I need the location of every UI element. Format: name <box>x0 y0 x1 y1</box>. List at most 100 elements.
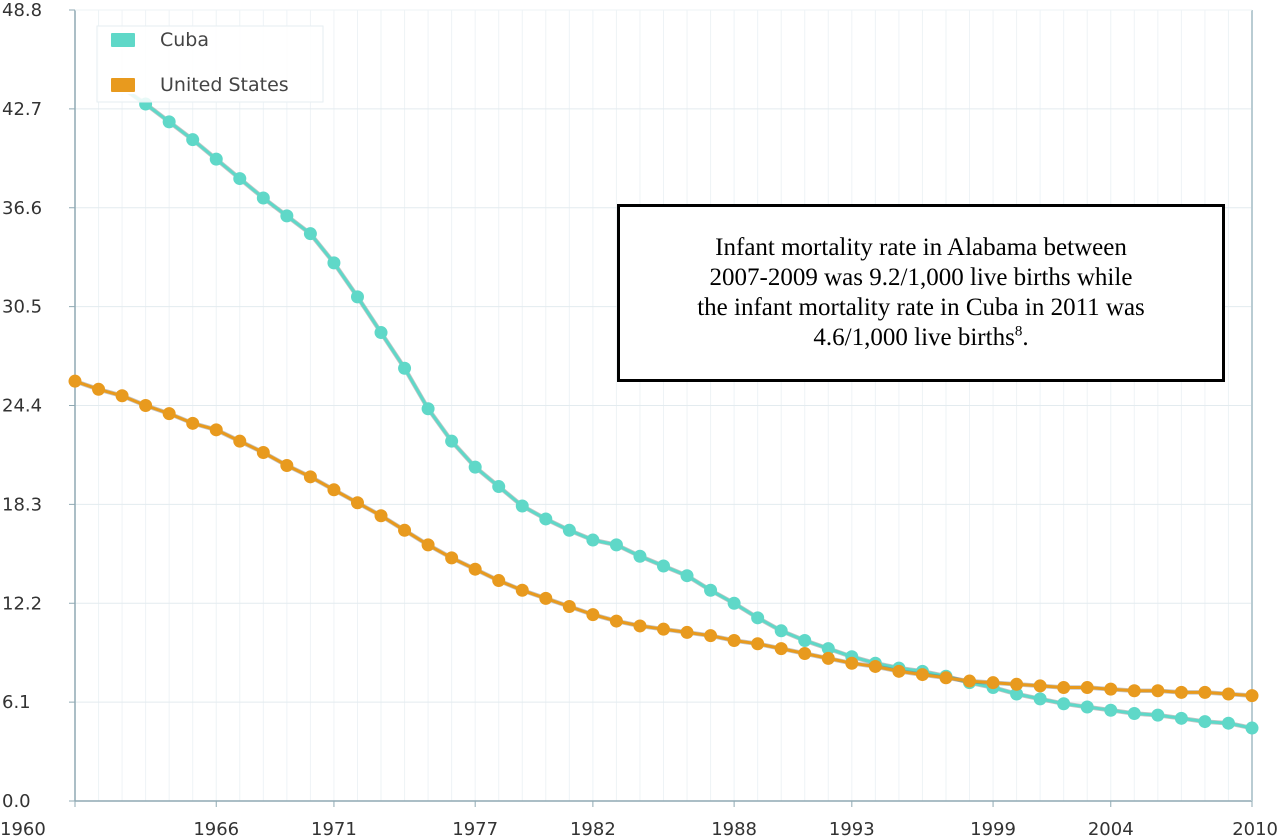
data-point-cuba[interactable] <box>1080 700 1094 714</box>
data-point-united-states[interactable] <box>398 523 412 537</box>
data-point-united-states[interactable] <box>727 634 741 648</box>
data-point-united-states[interactable] <box>963 674 977 688</box>
data-point-cuba[interactable] <box>209 152 223 166</box>
data-point-united-states[interactable] <box>609 614 623 628</box>
data-point-cuba[interactable] <box>350 290 364 304</box>
data-point-cuba[interactable] <box>586 533 600 547</box>
data-point-cuba[interactable] <box>1127 706 1141 720</box>
data-point-cuba[interactable] <box>1221 716 1235 730</box>
data-point-cuba[interactable] <box>1033 692 1047 706</box>
data-point-cuba[interactable] <box>398 361 412 375</box>
data-point-cuba[interactable] <box>1104 703 1118 717</box>
data-point-cuba[interactable] <box>539 512 553 526</box>
data-point-united-states[interactable] <box>303 470 317 484</box>
data-point-united-states[interactable] <box>915 668 929 682</box>
data-point-united-states[interactable] <box>821 651 835 665</box>
data-point-united-states[interactable] <box>1245 689 1259 703</box>
data-point-united-states[interactable] <box>115 389 129 403</box>
data-point-cuba[interactable] <box>821 642 835 656</box>
data-point-united-states[interactable] <box>657 622 670 636</box>
data-point-cuba[interactable] <box>562 523 576 537</box>
data-point-united-states[interactable] <box>562 599 576 613</box>
data-point-cuba[interactable] <box>186 133 200 147</box>
data-point-cuba[interactable] <box>633 549 647 563</box>
legend-swatch-cuba[interactable] <box>109 31 137 49</box>
data-point-united-states[interactable] <box>186 416 200 430</box>
data-point-cuba[interactable] <box>1057 697 1071 711</box>
data-point-united-states[interactable] <box>280 458 294 472</box>
data-point-united-states[interactable] <box>68 374 82 388</box>
data-point-united-states[interactable] <box>845 656 859 670</box>
y-tick-label: 42.7 <box>2 99 42 120</box>
data-point-cuba[interactable] <box>327 256 341 270</box>
data-point-united-states[interactable] <box>986 676 1000 690</box>
data-point-united-states[interactable] <box>515 583 529 597</box>
data-point-united-states[interactable] <box>162 407 176 421</box>
data-point-united-states[interactable] <box>209 423 223 437</box>
data-point-cuba[interactable] <box>303 227 317 241</box>
data-point-cuba[interactable] <box>1151 708 1165 722</box>
data-point-united-states[interactable] <box>92 382 106 396</box>
y-tick-label: 18.3 <box>2 494 42 515</box>
data-point-cuba[interactable] <box>515 499 529 513</box>
legend-label-cuba[interactable]: Cuba <box>160 29 209 51</box>
data-point-united-states[interactable] <box>1057 681 1071 695</box>
data-point-cuba[interactable] <box>657 559 670 573</box>
data-point-cuba[interactable] <box>1174 711 1188 725</box>
data-point-united-states[interactable] <box>868 659 882 673</box>
data-point-united-states[interactable] <box>468 562 482 576</box>
data-point-cuba[interactable] <box>1010 687 1024 701</box>
data-point-united-states[interactable] <box>1080 681 1094 695</box>
data-point-cuba[interactable] <box>727 596 741 610</box>
data-point-united-states[interactable] <box>139 399 153 412</box>
data-point-united-states[interactable] <box>774 642 788 656</box>
data-point-cuba[interactable] <box>609 538 623 552</box>
data-point-cuba[interactable] <box>1245 721 1259 735</box>
annotation-line-4: 4.6/1,000 live births <box>813 324 1015 351</box>
data-point-cuba[interactable] <box>774 624 788 638</box>
data-point-cuba[interactable] <box>280 209 294 223</box>
data-point-united-states[interactable] <box>492 574 506 588</box>
data-point-united-states[interactable] <box>1151 684 1165 698</box>
data-point-united-states[interactable] <box>256 446 270 460</box>
data-point-cuba[interactable] <box>445 434 459 448</box>
data-point-united-states[interactable] <box>586 608 600 622</box>
data-point-united-states[interactable] <box>350 496 364 510</box>
data-point-united-states[interactable] <box>939 671 953 685</box>
legend-label-united-states[interactable]: United States <box>160 74 289 96</box>
data-point-united-states[interactable] <box>1174 685 1188 699</box>
data-point-cuba[interactable] <box>492 480 506 494</box>
data-point-united-states[interactable] <box>1010 677 1024 691</box>
x-tick-label: 1982 <box>570 819 616 838</box>
data-point-united-states[interactable] <box>445 551 459 565</box>
data-point-cuba[interactable] <box>233 172 247 186</box>
data-point-united-states[interactable] <box>327 483 341 497</box>
legend-swatch-united-states[interactable] <box>109 76 137 94</box>
data-point-cuba[interactable] <box>680 569 694 583</box>
data-point-united-states[interactable] <box>798 646 812 660</box>
data-point-cuba[interactable] <box>798 634 812 648</box>
data-point-united-states[interactable] <box>1033 679 1047 693</box>
data-point-cuba[interactable] <box>162 115 176 129</box>
data-point-united-states[interactable] <box>1221 687 1235 701</box>
data-point-cuba[interactable] <box>751 611 765 625</box>
data-point-united-states[interactable] <box>633 619 647 633</box>
data-point-cuba[interactable] <box>1198 715 1212 729</box>
data-point-united-states[interactable] <box>539 591 553 605</box>
data-point-united-states[interactable] <box>704 629 718 643</box>
data-point-cuba[interactable] <box>468 460 482 474</box>
data-point-cuba[interactable] <box>421 402 435 416</box>
data-point-united-states[interactable] <box>680 625 694 639</box>
data-point-united-states[interactable] <box>1104 682 1118 696</box>
data-point-united-states[interactable] <box>892 664 906 678</box>
data-point-united-states[interactable] <box>421 538 435 552</box>
data-point-cuba[interactable] <box>256 191 270 205</box>
data-point-united-states[interactable] <box>751 637 765 651</box>
data-point-united-states[interactable] <box>1127 684 1141 698</box>
data-point-cuba[interactable] <box>704 583 718 597</box>
data-point-united-states[interactable] <box>374 509 388 523</box>
data-point-cuba[interactable] <box>374 326 388 340</box>
data-point-united-states[interactable] <box>233 434 247 448</box>
y-axis-tick-labels: 0.0 6.1 12.2 18.3 24.4 30.5 36.6 42.7 48.8 <box>2 0 42 812</box>
data-point-united-states[interactable] <box>1198 685 1212 699</box>
